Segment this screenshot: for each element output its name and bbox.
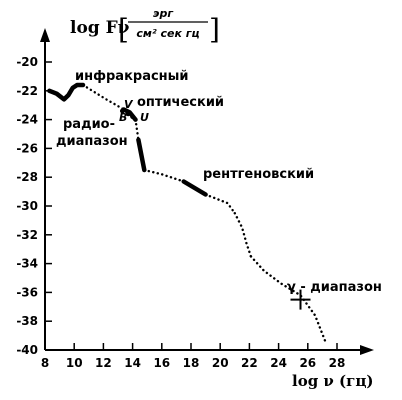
radio-label-line1: радио-: [63, 117, 115, 132]
curve-solid-segment: [136, 137, 147, 173]
y-tick-label: -22: [16, 84, 38, 98]
x-tick-label: 16: [153, 356, 170, 370]
gamma-label: γ - диапазон: [287, 280, 382, 295]
band-marker-dot: [130, 114, 136, 120]
gamma-cross-icon: [290, 289, 311, 310]
curve-dotted-segment: [134, 118, 140, 141]
x-tick-label: 18: [183, 356, 200, 370]
curve-dotted-segment: [233, 212, 253, 258]
x-tick-label: 20: [212, 356, 229, 370]
marker-B-label: B: [119, 111, 127, 124]
y-tick-label: -24: [16, 113, 38, 127]
y-tick-label: -34: [16, 257, 38, 271]
curve-solid-segment: [181, 179, 208, 197]
y-tick-label: -26: [16, 141, 38, 155]
y-tick-label: -38: [16, 314, 38, 328]
y-units-close-bracket: ]: [209, 13, 220, 46]
y-axis-label: log Fν: [70, 18, 130, 38]
band-marker-dot: [125, 111, 131, 117]
infrared-label: инфракрасный: [75, 69, 189, 84]
curve-dotted-segment: [143, 168, 185, 183]
curve-dotted-segment: [249, 255, 327, 343]
curve-dotted-segment: [81, 83, 125, 111]
x-tick-label: 10: [66, 356, 83, 370]
y-axis-arrow-icon: [40, 28, 50, 42]
y-tick-label: -30: [16, 199, 38, 213]
curve-dotted-segment: [204, 193, 236, 215]
x-tick-label: 26: [299, 356, 316, 370]
marker-V-label: V: [124, 98, 134, 111]
xray-label: рентгеновский: [203, 167, 314, 182]
curve-solid-segment: [47, 82, 86, 102]
marker-U-label: U: [140, 111, 149, 124]
y-tick-label: -28: [16, 170, 38, 184]
x-axis-arrow-icon: [360, 345, 374, 355]
x-tick-label: 12: [95, 356, 112, 370]
x-tick-label: 22: [241, 356, 258, 370]
x-axis-label: log ν (гц): [292, 372, 374, 390]
y-units-open-bracket: [: [118, 13, 129, 46]
y-ticks: -20 -22 -24 -26 -28 -30 -32 -34 -36 -38 -40: [16, 55, 52, 357]
band-marker-dot: [119, 108, 125, 114]
band-markers: [119, 108, 136, 120]
y-units-numerator: эрг: [153, 7, 174, 20]
x-tick-label: 8: [41, 356, 49, 370]
y-tick-label: -32: [16, 228, 38, 242]
y-tick-label: -36: [16, 285, 38, 299]
radio-label-line2: диапазон: [56, 134, 128, 149]
x-tick-label: 28: [329, 356, 346, 370]
y-tick-label: -20: [16, 55, 38, 69]
x-tick-label: 24: [270, 356, 287, 370]
y-units-denominator: см² сек гц: [136, 27, 199, 40]
optical-label: оптический: [137, 95, 224, 110]
y-tick-label: -40: [16, 343, 38, 357]
x-tick-label: 14: [124, 356, 141, 370]
x-ticks: 8 10 12 14 16 18 20 22 24 26 28: [41, 343, 346, 370]
